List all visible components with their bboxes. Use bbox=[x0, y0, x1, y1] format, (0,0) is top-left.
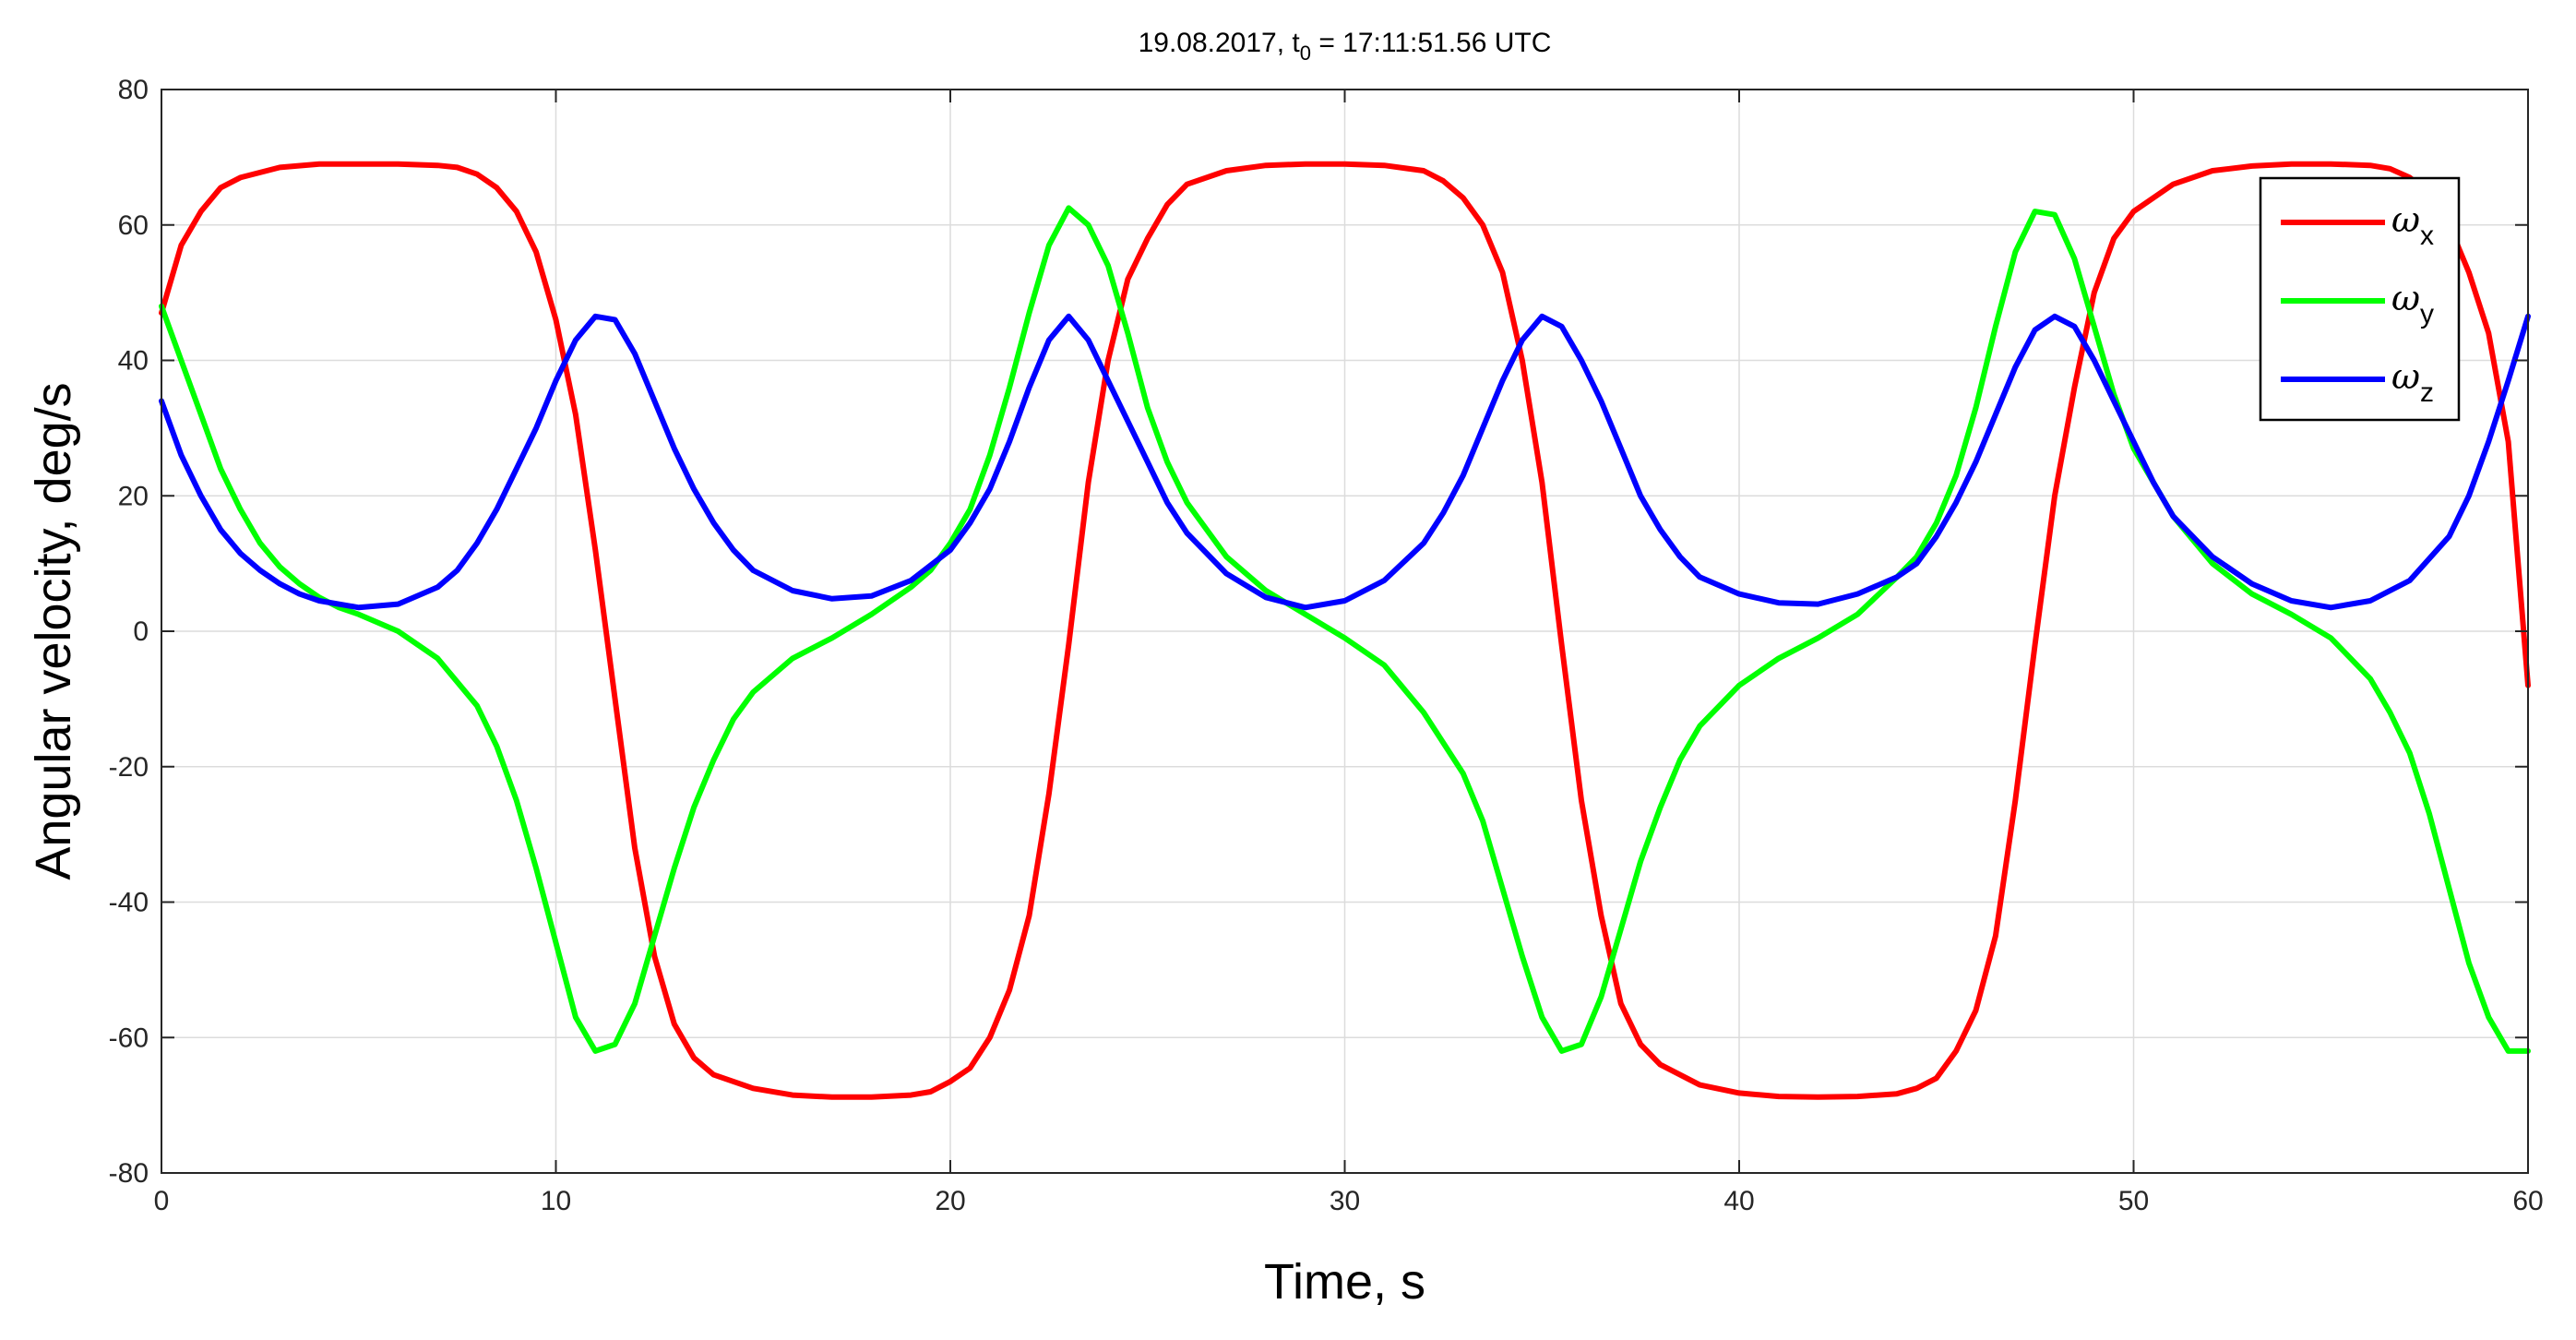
x-tick-label: 50 bbox=[2118, 1186, 2149, 1216]
y-tick-label: -20 bbox=[109, 752, 149, 783]
y-tick-label: -60 bbox=[109, 1023, 149, 1053]
y-tick-label: 0 bbox=[133, 616, 149, 647]
grid-lines bbox=[161, 89, 2529, 1174]
legend-label-z: ωz bbox=[2391, 356, 2434, 408]
x-tick-label: 30 bbox=[1330, 1186, 1360, 1216]
x-tick-label: 40 bbox=[1723, 1186, 1754, 1216]
y-tick-label: 40 bbox=[118, 346, 149, 377]
legend-label-y: ωy bbox=[2391, 278, 2434, 329]
chart-title: 19.08.2017, t0 = 17:11:51.56 UTC bbox=[1139, 28, 1552, 65]
y-tick-label: -40 bbox=[109, 888, 149, 918]
legend: ωx ωy ωz bbox=[2259, 176, 2461, 422]
x-tick-label: 0 bbox=[154, 1186, 170, 1216]
series-lines bbox=[159, 161, 2531, 1100]
y-tick-label: -80 bbox=[109, 1158, 149, 1189]
series-line-x bbox=[159, 161, 2531, 1100]
x-tick-label: 10 bbox=[541, 1186, 571, 1216]
series-line-z bbox=[159, 313, 2531, 611]
x-tick-label: 20 bbox=[935, 1186, 965, 1216]
y-tick-label: 20 bbox=[118, 481, 149, 511]
title-subscript: 0 bbox=[1300, 42, 1311, 65]
title-time: = 17:11:51.56 UTC bbox=[1311, 28, 1551, 58]
y-axis-label: Angular velocity, deg/s bbox=[26, 382, 81, 879]
y-tick-label: 80 bbox=[118, 75, 149, 105]
y-tick-label: 60 bbox=[118, 210, 149, 241]
x-axis-label: Time, s bbox=[1264, 1254, 1425, 1310]
legend-label-x: ωx bbox=[2391, 199, 2434, 251]
title-date: 19.08.2017, t bbox=[1139, 28, 1301, 58]
axis-ticks: 0 10 20 30 40 50 60 -80 -60 -40 -20 0 20 40 60 80 bbox=[109, 75, 2544, 1216]
x-tick-label: 60 bbox=[2512, 1186, 2543, 1216]
